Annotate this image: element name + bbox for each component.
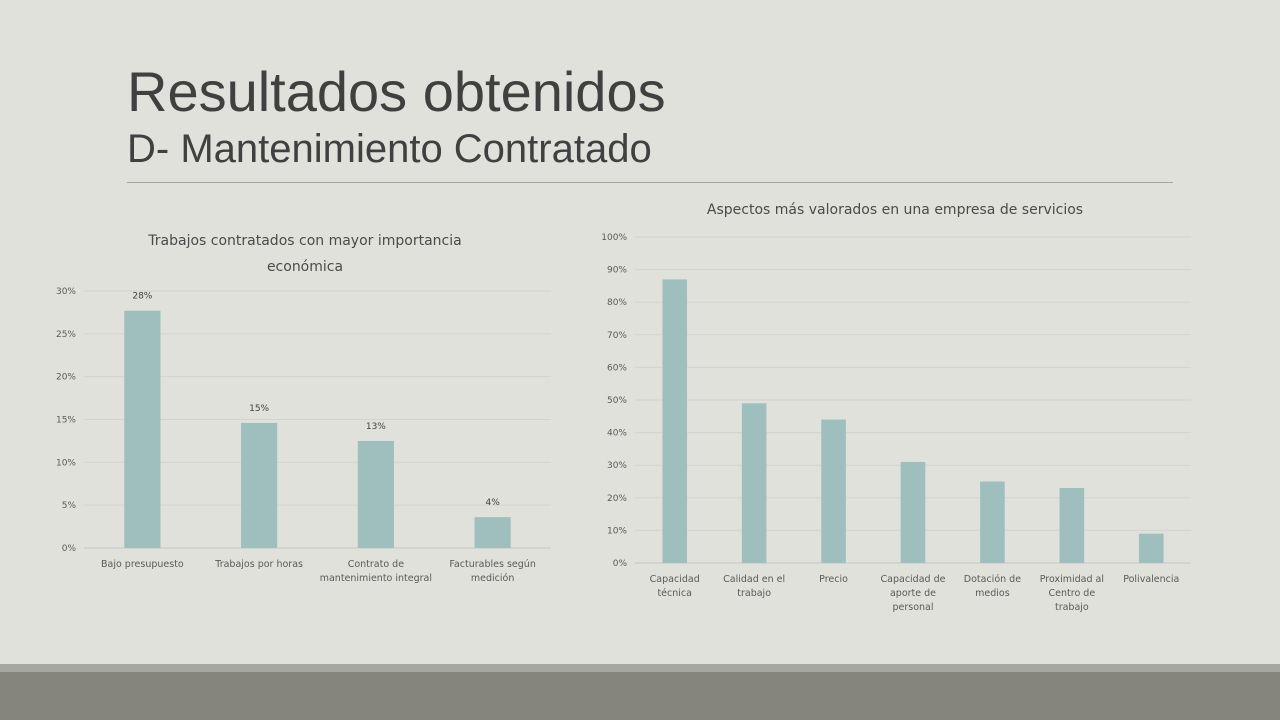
chart1-xtick-label: Trabajos por horas (214, 559, 303, 570)
chart2-bar (741, 403, 767, 563)
chart2-ytick-label: 90% (607, 266, 627, 276)
chart2-ytick-label: 40% (607, 429, 627, 439)
chart2-ytick-label: 50% (607, 396, 627, 406)
chart1-ytick-label: 15% (56, 416, 76, 426)
chart1-ytick-label: 25% (56, 330, 76, 340)
chart2-ytick-label: 30% (607, 461, 627, 471)
chart2-bar (900, 461, 926, 563)
chart1-bar (124, 310, 161, 548)
chart1-ytick-label: 0% (62, 544, 77, 554)
chart1-data-label: 13% (366, 422, 386, 432)
chart1-xtick-label: medición (471, 573, 514, 584)
chart2-xtick-label: Centro de (1049, 588, 1096, 599)
chart2-xtick-label: Capacidad (650, 574, 700, 585)
chart2-xtick-label: Dotación de (964, 574, 1021, 585)
chart1-data-label: 28% (132, 292, 152, 302)
chart1-xtick-label: Facturables según (449, 559, 535, 570)
chart2-ytick-label: 20% (607, 494, 627, 504)
chart2-bar (662, 279, 688, 563)
chart2-ytick-label: 100% (601, 233, 627, 243)
chart1-data-label: 15% (249, 404, 269, 414)
chart1-ytick-label: 5% (62, 501, 77, 511)
chart2-xtick-label: Precio (819, 574, 848, 585)
chart2-ytick-label: 70% (607, 331, 627, 341)
chart2-xtick-label: personal (892, 602, 933, 613)
chart-title-aspectos: Aspectos más valorados en una empresa de… (706, 202, 1084, 218)
chart2-ytick-label: 80% (607, 298, 627, 308)
chart2-bar (821, 419, 846, 563)
chart1-ytick-label: 10% (56, 458, 76, 468)
footer-accent-line (0, 664, 1280, 672)
chart2-bar (1138, 533, 1164, 563)
chart1-bar (357, 440, 394, 548)
title-divider (127, 182, 1173, 183)
chart2-xtick-label: técnica (657, 588, 692, 599)
chart-title-trabajos: Trabajos contratados con mayor importanc… (148, 233, 462, 275)
chart1-bar (474, 517, 511, 548)
chart2-xtick-label: Polivalencia (1123, 574, 1179, 585)
chart1-xtick-label: mantenimiento integral (320, 573, 432, 584)
slide-subtitle: D- Mantenimiento Contratado (127, 127, 652, 171)
slide-title: Resultados obtenidos (127, 60, 666, 123)
chart1-ytick-label: 20% (56, 373, 76, 383)
chart2-xtick-label: trabajo (1055, 602, 1089, 613)
chart2-ytick-label: 0% (613, 559, 628, 569)
chart1-xtick-label: Bajo presupuesto (101, 559, 184, 570)
chart2-xtick-label: Capacidad de (881, 574, 946, 585)
chart2-xtick-label: trabajo (737, 588, 771, 599)
chart2-xtick-label: Calidad en el (723, 574, 785, 585)
chart2-xtick-label: Proximidad al (1040, 574, 1104, 585)
chart1-xtick-label: Contrato de (348, 559, 405, 570)
chart2-xtick-label: aporte de (890, 588, 936, 599)
chart2-bar (1059, 488, 1085, 563)
chart1-bar (241, 422, 278, 548)
chart1-ytick-label: 30% (56, 287, 76, 297)
chart2-bar (980, 481, 1005, 563)
chart2-ytick-label: 10% (607, 526, 627, 536)
chart2-xtick-label: medios (975, 588, 1010, 599)
footer-band (0, 672, 1280, 720)
chart1-data-label: 4% (485, 498, 500, 508)
chart2-ytick-label: 60% (607, 363, 627, 373)
